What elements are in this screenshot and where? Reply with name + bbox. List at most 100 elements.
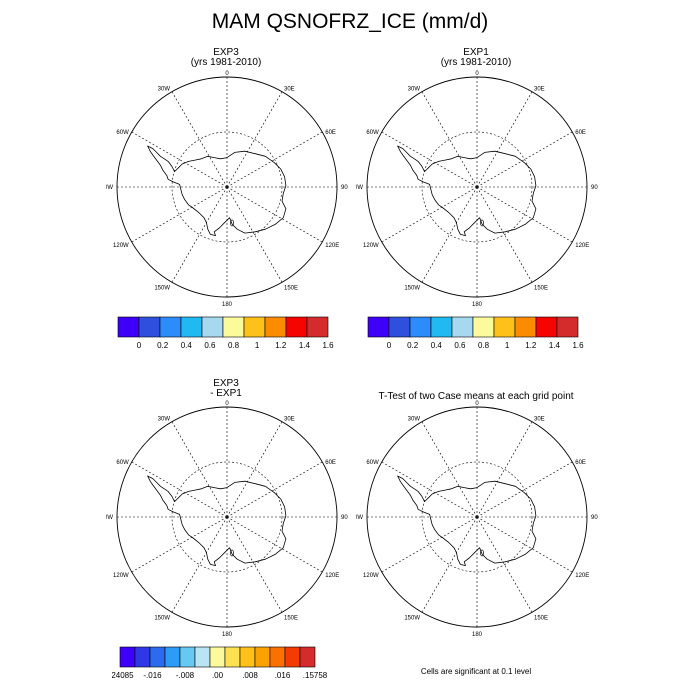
longitude-label: 60W — [116, 460, 129, 466]
longitude-label: 60E — [575, 130, 586, 136]
colorbar-swatch — [239, 646, 256, 668]
meridian-line — [421, 186, 478, 283]
colorbar-tick-label: 1.4 — [549, 341, 561, 350]
latitude-circle — [171, 131, 283, 243]
longitude-label: 150E — [284, 285, 298, 291]
longitude-label: 120W — [363, 243, 379, 249]
antarctica-coastline — [147, 475, 287, 567]
longitude-label: 180 — [472, 302, 483, 308]
colorbar-swatch — [201, 316, 224, 338]
colorbar-tick-label: 0 — [137, 341, 142, 350]
colorbar-tick-label: -.008 — [176, 671, 195, 680]
colorbar-tick-label: .008 — [242, 671, 258, 680]
longitude-label: 60W — [366, 130, 379, 136]
colorbar-tick-label: .016 — [275, 671, 291, 680]
colorbar-swatch — [117, 316, 140, 338]
colorbar-swatch — [430, 316, 453, 338]
longitude-label: 60W — [116, 130, 129, 136]
longitude-label: 30W — [408, 87, 421, 93]
meridian-line — [171, 516, 228, 613]
meridian-line — [381, 516, 478, 573]
antarctica-coastline — [397, 475, 537, 567]
panel-title-line2: - EXP1 — [210, 388, 242, 399]
colorbar-swatch — [179, 646, 196, 668]
latitude-circle — [421, 461, 533, 573]
colorbar-tick-label: .00 — [212, 671, 224, 680]
colorbar-swatch — [285, 316, 308, 338]
colorbar-tick-label: 0.4 — [431, 341, 443, 350]
island-outline — [480, 219, 484, 227]
panel-title-exp3: EXP3 (yrs 1981-2010) — [126, 48, 326, 68]
colorbar-swatch — [269, 646, 286, 668]
colorbar-swatch — [264, 316, 287, 338]
colorbar-exp1: 0 0.2 0.4 0.6 0.8 1 1.2 1.4 1.6 — [367, 316, 584, 350]
colorbar-tick-label: 0.6 — [454, 341, 466, 350]
longitude-label: 120W — [113, 243, 129, 249]
longitude-label: 90E — [591, 185, 598, 191]
longitude-label: 120E — [575, 573, 589, 579]
colorbar-tick-label: 0.2 — [157, 341, 169, 350]
colorbar-swatch — [451, 316, 474, 338]
longitude-label: 90W — [106, 185, 113, 191]
colorbar-tick-label: 1.2 — [275, 341, 287, 350]
meridian-line — [381, 186, 478, 243]
longitude-label: 150W — [154, 285, 170, 291]
colorbar-swatch — [284, 646, 301, 668]
colorbar-swatch — [254, 646, 271, 668]
longitude-label: 30W — [408, 417, 421, 423]
colorbar-diff: -.24085 -.016 -.008 .00 .008 .016 .15758 — [112, 646, 328, 680]
colorbar-tick-label: 0.2 — [407, 341, 419, 350]
meridian-line — [226, 91, 283, 188]
longitude-label: 180 — [222, 302, 233, 308]
panel-title-diff: EXP3 - EXP1 — [126, 379, 326, 399]
longitude-label: 120E — [325, 243, 339, 249]
colorbar-swatch — [164, 646, 181, 668]
colorbar-tick-label: 1.6 — [322, 341, 334, 350]
panel-title-line2: (yrs 1981-2010) — [440, 57, 512, 68]
meridian-line — [476, 91, 533, 188]
polar-map-diff: 0 30E 60E 90E 120E 150E 180 150W 120W 90W 60W 30W — [106, 401, 348, 638]
colorbar-swatch — [409, 316, 432, 338]
longitude-label: 150W — [154, 615, 170, 621]
meridian-line — [421, 516, 478, 613]
longitude-label: 180 — [222, 632, 233, 638]
longitude-label: 30E — [534, 417, 545, 423]
colorbar-tick-label: 1.6 — [572, 341, 584, 350]
longitude-label: 90E — [341, 185, 348, 191]
colorbar-swatch — [243, 316, 266, 338]
colorbar-tick-label: 0.8 — [228, 341, 240, 350]
longitude-label: 0 — [225, 401, 229, 407]
longitude-label: 30W — [158, 417, 171, 423]
longitude-label: 60W — [366, 460, 379, 466]
colorbar-swatch — [472, 316, 495, 338]
colorbar-swatch — [138, 316, 161, 338]
longitude-label: 120W — [113, 573, 129, 579]
longitude-label: 90W — [106, 515, 113, 521]
longitude-label: 0 — [475, 401, 479, 407]
colorbar-exp3: 0 0.2 0.4 0.6 0.8 1 1.2 1.4 1.6 — [117, 316, 334, 350]
panel-title-line1: EXP3 — [213, 47, 239, 58]
colorbar-tick-label: 0.8 — [478, 341, 490, 350]
meridian-line — [131, 516, 228, 573]
panel-title-line2: (yrs 1981-2010) — [190, 57, 262, 68]
meridian-line — [131, 186, 228, 243]
longitude-label: 150E — [284, 615, 298, 621]
island-outline — [230, 549, 234, 557]
colorbar-swatch — [299, 646, 316, 668]
longitude-label: 150E — [534, 285, 548, 291]
colorbar-tick-label: -.24085 — [112, 671, 134, 680]
colorbar-tick-label: 1 — [505, 341, 510, 350]
longitude-label: 150E — [534, 615, 548, 621]
longitude-label: 120E — [575, 243, 589, 249]
panel-title-line1: EXP3 — [213, 378, 239, 389]
panel-title-line1: EXP1 — [463, 47, 489, 58]
polar-map-ttest: 0 30E 60E 90E 120E 150E 180 150W 120W 90W 60W 30W — [356, 401, 598, 638]
longitude-label: 60E — [325, 460, 336, 466]
colorbar-tick-label: -.016 — [143, 671, 162, 680]
colorbar-swatch — [514, 316, 537, 338]
longitude-label: 90W — [356, 185, 363, 191]
colorbar-swatch — [306, 316, 329, 338]
colorbar-tick-label: 1.4 — [299, 341, 311, 350]
colorbar-swatch — [388, 316, 411, 338]
colorbar-tick-label: 1 — [255, 341, 260, 350]
